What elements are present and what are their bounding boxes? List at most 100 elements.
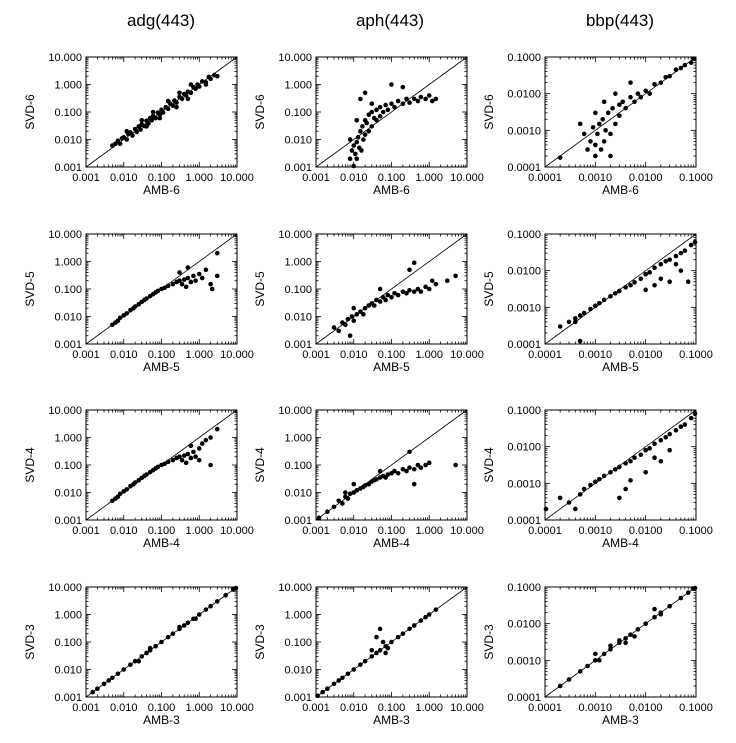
x-tick-label: 0.100 — [148, 349, 176, 361]
data-point — [364, 120, 369, 126]
x-axis-label: AMB-5 — [373, 360, 410, 374]
data-point — [638, 276, 644, 282]
data-point — [174, 104, 179, 110]
x-axis-label: AMB-5 — [602, 360, 639, 374]
data-point — [208, 76, 213, 82]
data-point — [358, 128, 363, 134]
x-tick-label: 0.010 — [110, 172, 138, 184]
data-point — [177, 270, 182, 275]
data-point — [374, 634, 379, 640]
x-tick-label: 0.010 — [340, 525, 368, 537]
data-point — [223, 592, 228, 598]
data-point — [658, 458, 664, 464]
data-point — [157, 115, 163, 121]
data-point — [165, 634, 171, 640]
data-point — [617, 288, 622, 294]
y-tick-label: 0.1000 — [507, 229, 541, 241]
y-tick-label: 0.0001 — [507, 515, 541, 527]
data-point — [160, 110, 166, 115]
data-point — [593, 651, 598, 657]
data-point — [188, 455, 194, 461]
data-point — [643, 469, 648, 475]
data-point — [577, 492, 583, 497]
y-axis-label: SVD-4 — [23, 447, 37, 483]
panel-r0c0: 0.001 0.010 0.100 1.000 10.000 0.001 0.010 0.10… — [23, 52, 254, 197]
y-tick-label: 1.000 — [284, 610, 312, 622]
data-point — [196, 84, 202, 89]
data-point — [132, 658, 138, 664]
panel-r0c2: 0.0001 0.0010 0.0100 0.1000 0.0001 0.0010 0.01… — [482, 52, 713, 197]
data-point — [366, 112, 372, 117]
data-point — [369, 124, 375, 129]
y-tick-label: 0.0001 — [507, 339, 541, 351]
data-point — [400, 466, 406, 472]
data-point — [199, 275, 205, 281]
data-point — [667, 257, 672, 262]
data-point — [351, 667, 357, 672]
x-tick-label: 1.000 — [415, 349, 443, 361]
data-point — [389, 82, 394, 87]
x-tick-label: 0.0010 — [579, 172, 613, 184]
data-point — [601, 473, 607, 479]
data-point — [124, 311, 130, 316]
data-point — [628, 632, 633, 638]
data-point — [95, 686, 100, 692]
data-point — [377, 286, 383, 292]
data-point — [617, 113, 622, 119]
y-tick-label: 0.010 — [54, 312, 82, 324]
data-point — [623, 640, 628, 646]
data-point — [407, 267, 412, 273]
data-point — [354, 488, 360, 493]
data-point — [121, 667, 127, 672]
data-point — [181, 277, 187, 282]
data-point — [165, 106, 171, 112]
y-tick-label: 0.1000 — [507, 582, 541, 594]
x-tick-label: 0.001 — [302, 702, 330, 714]
data-point — [617, 102, 622, 108]
data-point — [181, 623, 187, 628]
data-point — [617, 638, 622, 643]
data-point — [423, 462, 428, 468]
data-point — [374, 297, 379, 303]
data-point — [369, 101, 375, 107]
data-point — [557, 155, 563, 160]
data-point — [336, 498, 342, 504]
data-point — [643, 287, 648, 293]
data-point — [358, 96, 363, 102]
data-point — [688, 415, 694, 421]
data-point — [389, 101, 394, 107]
data-point — [179, 457, 185, 463]
y-tick-label: 0.001 — [284, 339, 312, 351]
data-point — [347, 333, 353, 339]
x-tick-label: 0.010 — [340, 702, 368, 714]
x-tick-label: 10.000 — [220, 525, 254, 537]
data-point — [647, 446, 652, 451]
data-point — [214, 250, 220, 256]
data-point — [165, 283, 171, 289]
data-point — [359, 148, 364, 153]
data-point — [415, 462, 421, 468]
data-point — [652, 282, 657, 288]
data-point — [395, 98, 401, 104]
y-axis-label: SVD-3 — [482, 624, 496, 660]
x-tick-label: 0.0010 — [579, 525, 613, 537]
data-point — [673, 427, 679, 433]
data-point — [566, 319, 572, 325]
data-point — [377, 468, 383, 474]
column-title-bbp: bbp(443) — [586, 11, 654, 30]
data-point — [628, 458, 633, 464]
y-tick-label: 10.000 — [48, 582, 82, 594]
data-point — [139, 654, 145, 659]
data-point — [354, 312, 360, 317]
data-point — [150, 109, 156, 115]
y-tick-label: 0.001 — [54, 339, 82, 351]
data-point — [635, 91, 641, 96]
data-point — [214, 273, 220, 279]
data-point — [400, 631, 406, 637]
data-point — [188, 443, 194, 449]
data-point — [193, 278, 198, 284]
data-point — [691, 56, 696, 61]
panel-r2c1: 0.001 0.010 0.100 1.000 10.000 0.001 0.010 0.10… — [253, 405, 484, 550]
data-point — [453, 273, 458, 279]
